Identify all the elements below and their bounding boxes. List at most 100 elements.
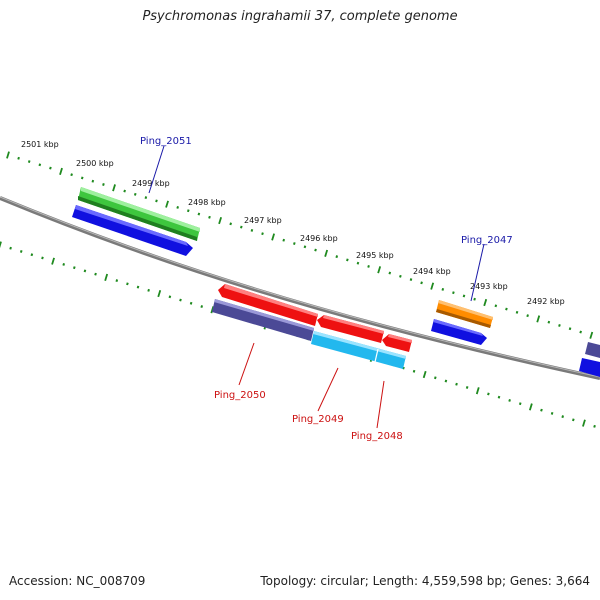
upper-scale-minor-dot <box>367 265 370 268</box>
lower-scale-minor-dot <box>487 392 490 396</box>
upper-scale-minor-dot <box>335 255 339 259</box>
leader-line-ping-2048 <box>376 380 385 429</box>
lower-scale-major-tick <box>104 273 109 281</box>
genome-title: Psychromonas ingrahamii 37, complete gen… <box>142 9 458 24</box>
gene-ping-2049-feature[interactable] <box>311 331 406 369</box>
gene-label-ping-2048[interactable]: Ping_2048 <box>351 431 403 442</box>
scale-label-2500: 2500 kbp <box>76 159 114 168</box>
lower-scale-minor-dot <box>73 266 76 270</box>
upper-scale-minor-dot <box>314 248 317 252</box>
lower-scale-minor-dot <box>179 298 182 302</box>
lower-scale-minor-dot <box>433 376 437 380</box>
scale-label-2501: 2501 kbp <box>21 140 59 149</box>
gene-red-arrow-1[interactable] <box>218 284 318 326</box>
upper-scale-minor-dot <box>441 287 445 291</box>
genome-summary-text: Topology: circular; Length: 4,559,598 bp… <box>260 574 590 588</box>
upper-scale-major-tick <box>59 167 63 176</box>
lower-scale-minor-dot <box>465 386 469 389</box>
lower-scale-minor-dot <box>572 418 575 422</box>
lower-scale-minor-dot <box>168 295 172 299</box>
scale-label-2499: 2499 kbp <box>132 179 170 188</box>
upper-scale-minor-dot <box>80 176 84 180</box>
upper-scale-minor-dot <box>197 212 201 216</box>
scale-label-2497: 2497 kbp <box>244 216 282 225</box>
leader-line-ping-2049 <box>317 367 339 412</box>
upper-scale-minor-dot <box>293 242 296 245</box>
upper-scale-minor-dot <box>186 209 190 213</box>
lower-scale-major-tick <box>0 241 2 249</box>
upper-scale-minor-dot <box>229 222 233 226</box>
lower-scale-minor-dot <box>455 382 458 386</box>
leader-line-ping-2047 <box>470 243 485 302</box>
upper-scale-minor-dot <box>123 189 126 193</box>
accession-text: Accession: NC_008709 <box>9 574 146 588</box>
lower-scale-minor-dot <box>402 366 405 370</box>
upper-scale-minor-dot <box>303 245 307 249</box>
lower-scale-minor-dot <box>94 272 97 276</box>
genome-backbone <box>0 196 600 380</box>
upper-scale-minor-dot <box>91 179 95 183</box>
scale-label-2493: 2493 kbp <box>470 282 508 291</box>
upper-scale-minor-dot <box>261 232 264 236</box>
gene-ping-2047-feature[interactable] <box>436 300 493 328</box>
upper-scale-minor-dot <box>473 297 476 301</box>
upper-scale-minor-dot <box>526 314 529 318</box>
lower-scale-minor-dot <box>189 301 193 305</box>
lower-scale-major-tick <box>582 419 586 427</box>
leader-line-ping-2050 <box>238 342 255 386</box>
upper-scale-major-tick <box>165 200 169 208</box>
lower-scale-minor-dot <box>9 246 12 250</box>
upper-scale-minor-dot <box>49 166 52 170</box>
upper-scale-major-tick <box>271 233 276 241</box>
lower-scale-minor-dot <box>200 305 204 308</box>
gene-label-ping-2047[interactable]: Ping_2047 <box>461 235 513 246</box>
upper-scale-major-tick <box>112 184 116 192</box>
scale-label-2495: 2495 kbp <box>356 251 394 260</box>
gene-label-ping-2050[interactable]: Ping_2050 <box>214 390 266 401</box>
lower-scale-minor-dot <box>444 379 448 383</box>
scale-label-2492: 2492 kbp <box>527 297 565 306</box>
gene-ping-2051-feature[interactable] <box>78 187 200 241</box>
upper-scale-minor-dot <box>568 327 572 331</box>
lower-scale-minor-dot <box>412 369 416 373</box>
upper-scale-minor-dot <box>208 215 211 219</box>
gene-partial-right-purple[interactable] <box>585 342 600 358</box>
upper-scale-minor-dot <box>409 278 413 282</box>
lower-scale-minor-dot <box>508 398 511 402</box>
lower-scale-minor-dot <box>540 408 543 412</box>
upper-scale-minor-dot <box>452 291 455 295</box>
lower-scale-major-tick <box>210 306 215 314</box>
upper-scale-major-tick <box>430 282 435 290</box>
upper-scale-minor-dot <box>356 261 360 265</box>
upper-scale-minor-dot <box>176 206 179 209</box>
genome-backbone-highlight <box>0 196 600 378</box>
gene-red-arrow-3[interactable] <box>382 334 412 352</box>
lower-scale-minor-dot <box>497 395 501 399</box>
lower-scale-minor-dot <box>19 250 23 253</box>
upper-scale-minor-dot <box>133 192 137 196</box>
lower-scale-major-tick <box>157 289 162 298</box>
gene-partial-right-blue[interactable] <box>579 358 600 377</box>
gene-label-ping-2049[interactable]: Ping_2049 <box>292 414 344 425</box>
gene-ping-2047-cds-arrow[interactable] <box>431 319 487 345</box>
scale-label-2496: 2496 kbp <box>300 234 338 243</box>
upper-scale-minor-dot <box>239 225 243 229</box>
lower-scale-minor-dot <box>518 402 522 406</box>
upper-scale-minor-dot <box>494 304 498 308</box>
gene-label-ping-2051[interactable]: Ping_2051 <box>140 136 192 147</box>
gene-ping-2051-cds-arrow[interactable] <box>72 205 193 256</box>
upper-scale-major-tick <box>483 298 488 307</box>
lower-scale-major-tick <box>51 257 55 265</box>
upper-scale-major-tick <box>589 331 594 339</box>
upper-scale-minor-dot <box>579 330 582 334</box>
gene-red-arrow-2[interactable] <box>317 315 384 343</box>
upper-scale-minor-dot <box>346 258 349 262</box>
gene-ping-2050-feature[interactable] <box>212 299 314 341</box>
lower-scale-major-tick <box>422 370 427 379</box>
lower-scale-major-tick <box>475 387 480 395</box>
lower-scale-minor-dot <box>30 253 34 257</box>
upper-scale-minor-dot <box>70 173 73 177</box>
scale-label-2498: 2498 kbp <box>188 198 226 207</box>
